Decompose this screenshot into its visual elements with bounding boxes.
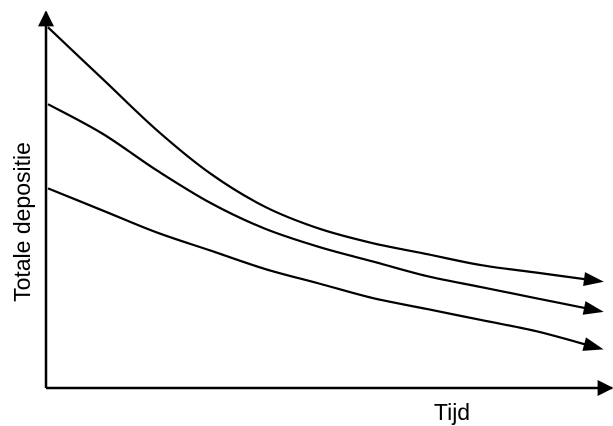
x-axis-label: Tijd	[434, 399, 470, 425]
series-arrow-1	[583, 272, 604, 286]
y-axis-label: Totale depositie	[9, 142, 35, 302]
series-line-3	[47, 187, 591, 347]
series-line-2	[47, 103, 591, 311]
series-arrow-3	[582, 337, 604, 351]
series-line-1	[47, 26, 591, 281]
series-group	[47, 26, 604, 351]
series-arrow-2	[582, 301, 604, 315]
